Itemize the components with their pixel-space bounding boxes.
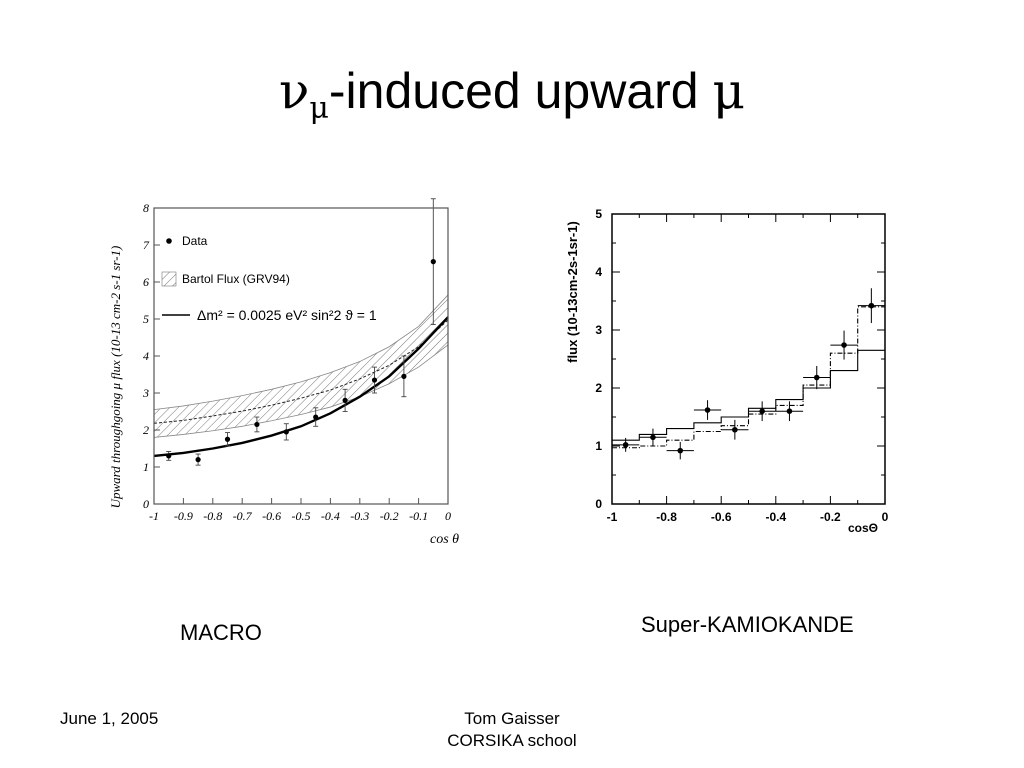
legend-data-marker xyxy=(166,238,172,244)
footer-date: June 1, 2005 xyxy=(60,709,159,728)
legend-data-label: Data xyxy=(182,234,208,248)
superk-data-point xyxy=(622,442,629,448)
macro-data-points xyxy=(166,198,436,466)
superk-data-point xyxy=(786,408,793,415)
macro-data-point xyxy=(224,436,231,442)
macro-chart: -1 -0.9 -0.8 -0.7 -0.6 -0.5 -0.4 -0.3 -0.2 -0.1 0 0… xyxy=(108,198,459,547)
macro-x-tick-label: -1 xyxy=(149,509,159,523)
macro-x-tick-label: -0.3 xyxy=(350,509,369,523)
oscillation-line xyxy=(153,316,449,458)
superk-y-tick-label: 1 xyxy=(595,439,602,453)
macro-y-tick-label: 3 xyxy=(142,386,149,400)
superk-data-point xyxy=(704,407,711,413)
superk-y-tick-label: 3 xyxy=(595,323,602,337)
superk-data-points xyxy=(612,288,885,460)
macro-y-tick-label: 5 xyxy=(143,312,149,326)
superk-x-tick-label: -0.6 xyxy=(711,510,732,524)
macro-y-tick-label: 4 xyxy=(143,349,149,363)
superk-y-axis-label: flux (10-13cm-2s-1sr-1) xyxy=(565,221,580,363)
macro-data-point xyxy=(371,377,378,383)
title-nu: ν xyxy=(279,62,310,120)
superk-data-point xyxy=(650,434,656,441)
superk-x-axis-label: cosΘ xyxy=(848,521,878,535)
macro-y-tick-label: 7 xyxy=(143,238,150,252)
macro-x-tick-label: -0.4 xyxy=(321,509,340,523)
macro-data-point xyxy=(283,429,289,435)
macro-x-tick-label: -0.6 xyxy=(262,509,281,523)
macro-x-tick-label: -0.2 xyxy=(380,509,399,523)
macro-data-point xyxy=(430,259,436,265)
macro-x-axis-label: cos θ xyxy=(430,532,459,547)
oscillation-curve xyxy=(153,316,449,458)
superk-histograms xyxy=(612,306,885,449)
macro-ticks: -1 -0.9 -0.8 -0.7 -0.6 -0.5 -0.4 -0.3 -0.2 -0.1 0 0… xyxy=(142,201,451,523)
macro-y-tick-label: 0 xyxy=(143,497,149,511)
macro-y-tick-label: 1 xyxy=(143,460,149,474)
macro-y-axis-label: Upward throughgoing μ flux (10-13 cm-2 s… xyxy=(108,246,123,509)
superk-chart: -1 -0.8 -0.6 -0.4 -0.2 0 0 1 2 3 4 5 cosΘ flux (10-… xyxy=(565,207,889,535)
macro-legend: Data Bartol Flux (GRV94) Δm² = 0.0025 eV… xyxy=(161,234,377,323)
macro-y-tick-label: 8 xyxy=(143,201,149,215)
macro-data-point xyxy=(313,414,319,420)
superk-x-tick-label: -0.8 xyxy=(656,510,677,524)
macro-x-tick-label: -0.9 xyxy=(174,509,193,523)
superk-data-point xyxy=(732,426,738,433)
macro-x-tick-label: -0.7 xyxy=(233,509,253,523)
superk-x-tick-label: -0.2 xyxy=(820,510,841,524)
superk-data-point xyxy=(759,408,765,415)
superk-x-tick-label: 0 xyxy=(882,510,889,524)
macro-data-point xyxy=(401,373,407,379)
slide-title: νμ-induced upward μ xyxy=(0,62,1024,126)
legend-band-label: Bartol Flux (GRV94) xyxy=(182,272,290,286)
superk-y-tick-label: 4 xyxy=(595,265,602,279)
superk-x-tick-label: -1 xyxy=(607,510,618,524)
title-nu-subscript: μ xyxy=(309,91,329,126)
macro-y-tick-label: 6 xyxy=(143,275,149,289)
bartol-flux-central-line xyxy=(153,319,449,424)
macro-x-tick-label: -0.5 xyxy=(292,509,311,523)
superk-solid-histogram xyxy=(612,349,885,441)
macro-y-tick-label: 2 xyxy=(143,423,149,437)
superk-data-point xyxy=(868,302,875,309)
macro-data-point xyxy=(254,421,260,428)
superk-y-tick-label: 2 xyxy=(595,381,602,395)
footer-event: CORSIKA school xyxy=(447,731,577,750)
superk-dashdot-histogram xyxy=(612,306,885,449)
bartol-central-dashed-line xyxy=(153,319,449,424)
footer-author: Tom Gaisser xyxy=(464,709,560,728)
title-mu: μ xyxy=(712,62,745,120)
macro-data-point xyxy=(342,397,348,403)
superk-ticks: -1 -0.8 -0.6 -0.4 -0.2 0 0 1 2 3 4 5 xyxy=(595,207,888,524)
superk-data-point xyxy=(677,447,684,454)
macro-data-point xyxy=(166,453,172,459)
macro-x-tick-label: -0.8 xyxy=(203,509,222,523)
superk-y-tick-label: 5 xyxy=(595,207,602,221)
superk-label: Super-KAMIOKANDE xyxy=(641,612,854,637)
superk-data-point xyxy=(841,342,847,348)
macro-label: MACRO xyxy=(180,620,262,645)
superk-x-tick-label: -0.4 xyxy=(765,510,786,524)
macro-data-point xyxy=(195,457,201,463)
legend-line-label: Δm² = 0.0025 eV² sin²2 ϑ = 1 xyxy=(197,307,377,323)
superk-data-point xyxy=(813,374,820,381)
legend-band-swatch xyxy=(161,271,177,287)
macro-x-tick-label: 0 xyxy=(445,509,451,523)
superk-y-tick-label: 0 xyxy=(595,497,602,511)
macro-x-tick-label: -0.1 xyxy=(409,509,428,523)
title-text: -induced upward xyxy=(328,63,713,119)
